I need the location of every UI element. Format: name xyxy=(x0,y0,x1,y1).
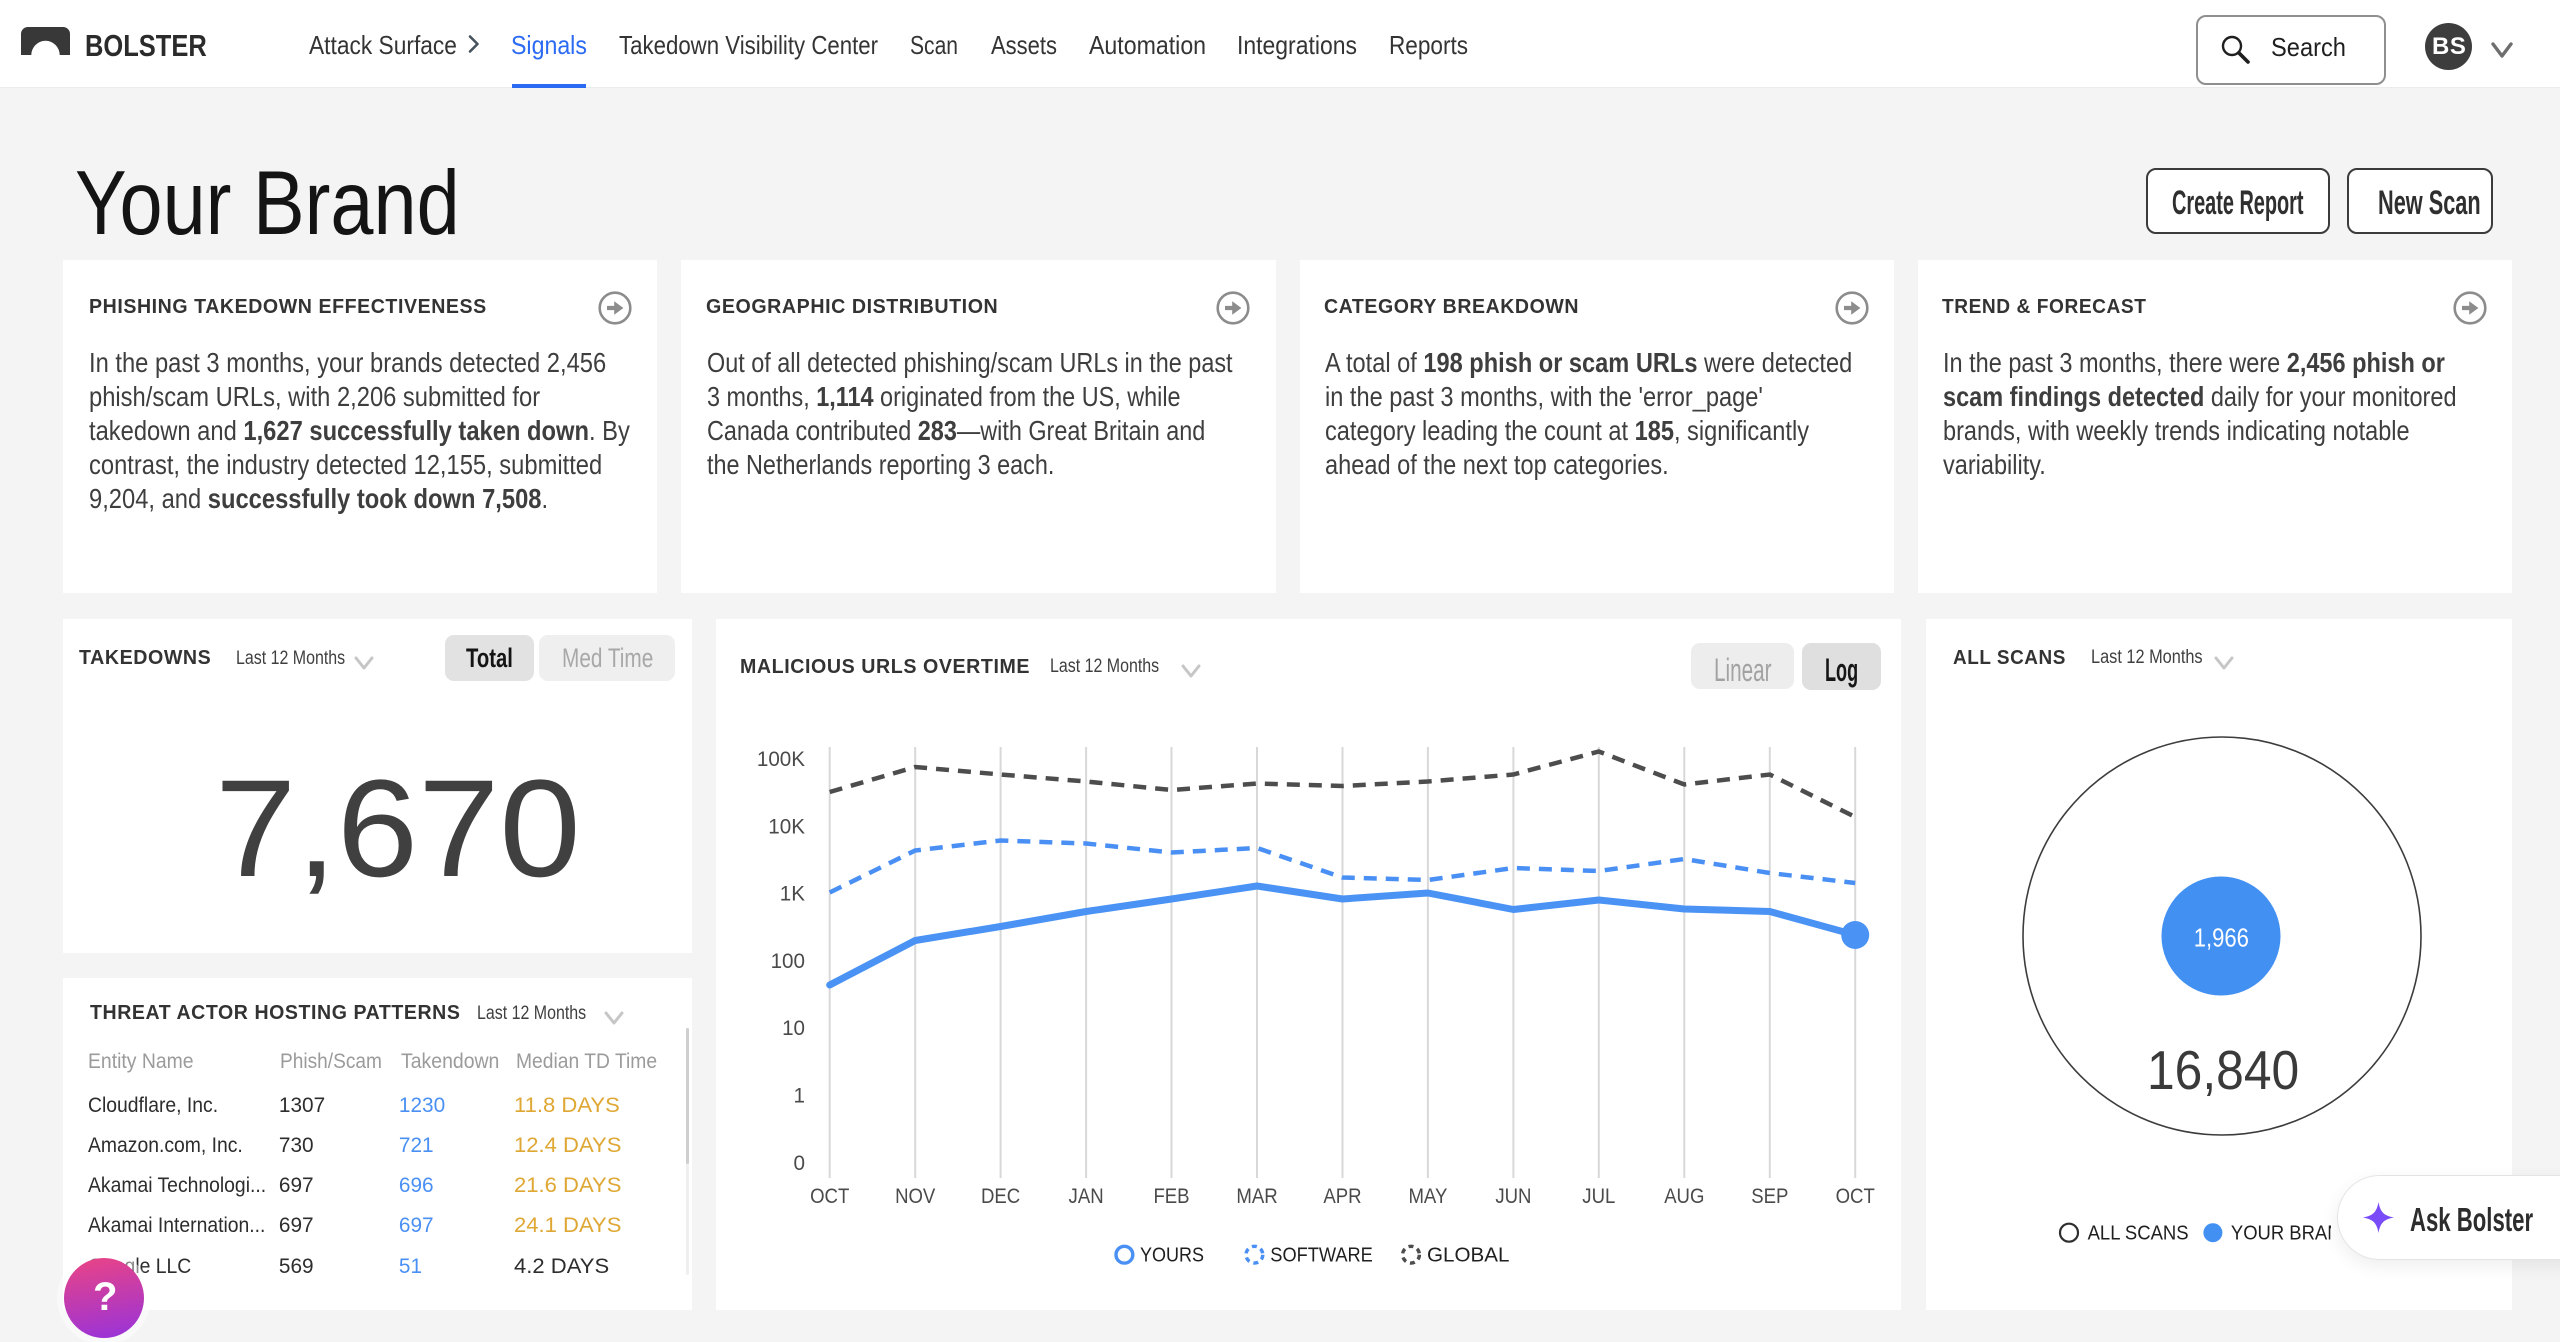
svg-text:FEB: FEB xyxy=(1153,1183,1189,1208)
svg-text:JAN: JAN xyxy=(1069,1183,1104,1208)
svg-text:100K: 100K xyxy=(757,746,806,771)
svg-text:ALL SCANS: ALL SCANS xyxy=(2088,1223,2189,1245)
svg-text:NOV: NOV xyxy=(895,1183,936,1208)
svg-text:1,966: 1,966 xyxy=(2194,925,2249,953)
svg-text:OCT: OCT xyxy=(810,1183,849,1208)
svg-text:JUN: JUN xyxy=(1495,1183,1531,1208)
svg-text:SEP: SEP xyxy=(1751,1183,1788,1208)
svg-text:MAY: MAY xyxy=(1408,1183,1447,1208)
svg-text:10K: 10K xyxy=(768,813,805,838)
svg-text:1K: 1K xyxy=(780,881,806,906)
svg-text:10: 10 xyxy=(782,1015,805,1040)
svg-text:100: 100 xyxy=(771,948,805,973)
svg-text:JUL: JUL xyxy=(1582,1183,1615,1208)
svg-text:GLOBAL: GLOBAL xyxy=(1427,1245,1509,1267)
svg-text:YOURS: YOURS xyxy=(1140,1245,1204,1267)
svg-text:YOUR BRAND: YOUR BRAND xyxy=(2231,1223,2354,1245)
svg-text:SOFTWARE: SOFTWARE xyxy=(1270,1245,1373,1267)
svg-text:0: 0 xyxy=(794,1150,806,1175)
svg-text:OCT: OCT xyxy=(1836,1183,1875,1208)
svg-text:MAR: MAR xyxy=(1236,1183,1277,1208)
svg-text:DEC: DEC xyxy=(981,1183,1020,1208)
svg-text:1: 1 xyxy=(794,1083,806,1108)
svg-text:APR: APR xyxy=(1323,1183,1361,1208)
svg-text:AUG: AUG xyxy=(1664,1183,1704,1208)
